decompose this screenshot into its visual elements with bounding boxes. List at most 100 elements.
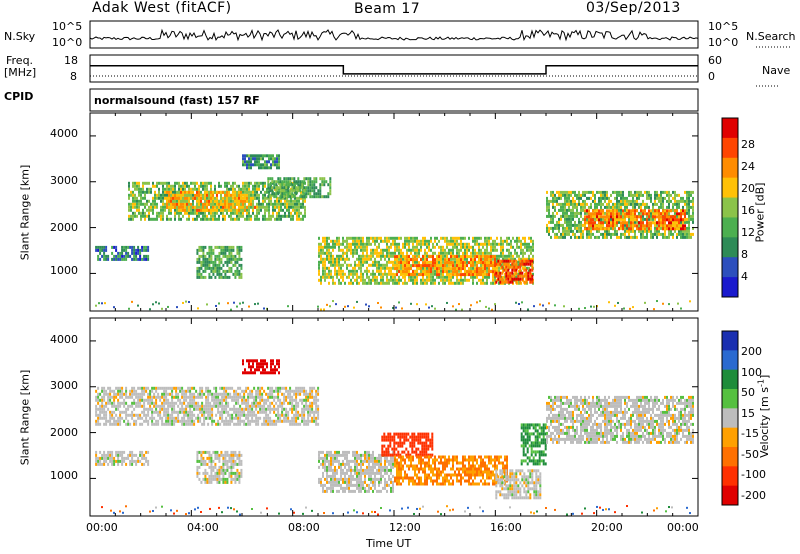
- power-cell: [334, 257, 336, 261]
- velocity-cell: [165, 413, 168, 417]
- velocity-cell: [117, 386, 120, 390]
- power-cell: [128, 193, 130, 197]
- power-cell: [364, 278, 366, 282]
- power-cell: [248, 217, 250, 221]
- power-cell: [594, 199, 596, 203]
- power-cell: [412, 278, 414, 282]
- power-cell: [264, 160, 266, 164]
- power-cell: [566, 214, 568, 218]
- power-cell: [600, 193, 602, 197]
- velocity-cell: [119, 401, 122, 405]
- power-cell: [198, 245, 201, 249]
- power-cell: [470, 245, 472, 249]
- power-cell: [548, 226, 550, 230]
- power-cell: [604, 193, 606, 197]
- power-cell: [566, 199, 568, 203]
- power-cell: [318, 251, 320, 255]
- power-cell: [628, 212, 630, 216]
- power-cell: [394, 258, 396, 262]
- power-cell: [454, 236, 456, 240]
- power-cell: [150, 205, 152, 209]
- power-cell: [200, 266, 203, 270]
- velocity-cell: [191, 416, 194, 420]
- power-cell: [530, 245, 532, 249]
- power-cell: [680, 215, 682, 219]
- power-cell: [590, 229, 592, 233]
- power-cell: [152, 208, 154, 212]
- power-cell: [162, 181, 164, 185]
- power-cell: [446, 278, 448, 282]
- power-cell: [478, 242, 480, 246]
- velocity-cell: [187, 401, 190, 405]
- power-cell: [514, 251, 516, 255]
- velocity-cell: [211, 416, 214, 420]
- power-cell: [462, 273, 464, 277]
- velocity-cell: [215, 398, 218, 402]
- power-cell: [442, 245, 444, 249]
- power-cell: [280, 217, 282, 221]
- power-cell: [444, 251, 446, 255]
- power-cell: [348, 245, 350, 249]
- power-cell: [216, 211, 218, 215]
- power-cell: [404, 239, 406, 243]
- power-cell: [484, 248, 486, 252]
- power-cell: [168, 187, 170, 191]
- power-cell: [454, 255, 456, 259]
- power-cell: [608, 224, 610, 228]
- power-cell: [566, 208, 568, 212]
- power-cell: [426, 270, 428, 274]
- power-cell: [362, 245, 364, 249]
- power-cell: [302, 202, 304, 206]
- power-cell: [650, 235, 652, 239]
- power-cell: [688, 223, 690, 227]
- power-cell: [276, 205, 278, 209]
- power-cell: [338, 254, 340, 258]
- velocity-cell: [209, 407, 212, 411]
- velocity-cell: [149, 395, 152, 399]
- velocity-cell: [179, 401, 182, 405]
- power-cell: [422, 242, 424, 246]
- power-cell: [662, 199, 664, 203]
- power-cell: [212, 214, 214, 218]
- power-cell: [548, 214, 550, 218]
- power-cell: [486, 251, 488, 255]
- power-cell: [254, 190, 256, 194]
- power-cell: [256, 211, 258, 215]
- velocity-cell: [119, 422, 122, 426]
- power-cell: [354, 269, 356, 273]
- power-cell: [564, 229, 566, 233]
- velocity-cell: [183, 407, 186, 411]
- power-cell: [162, 196, 164, 200]
- power-cell: [546, 205, 548, 209]
- power-cell: [418, 251, 420, 255]
- power-cell: [448, 275, 450, 279]
- power-cell: [660, 232, 662, 236]
- power-cell: [220, 257, 223, 261]
- power-cell: [184, 193, 186, 197]
- power-cell: [584, 218, 586, 222]
- power-cell: [234, 190, 236, 194]
- power-cell: [132, 184, 134, 188]
- power-cell: [137, 257, 140, 261]
- power-cell: [398, 245, 400, 249]
- power-cell: [522, 257, 524, 261]
- velocity-cell: [179, 410, 182, 414]
- power-cell: [281, 192, 284, 196]
- power-cell: [486, 255, 488, 259]
- power-cell: [676, 202, 678, 206]
- power-cell: [204, 257, 207, 261]
- velocity-cell: [199, 410, 202, 414]
- power-cell: [236, 199, 238, 203]
- power-cell: [128, 208, 130, 212]
- velocity-cell: [175, 395, 178, 399]
- power-cell: [222, 269, 225, 273]
- power-cell: [304, 199, 306, 203]
- velocity-cell: [205, 395, 208, 399]
- power-cell: [486, 269, 488, 273]
- power-cell: [270, 154, 272, 158]
- power-cell: [276, 196, 278, 200]
- power-cell: [480, 236, 482, 240]
- power-cell: [129, 245, 132, 249]
- velocity-cell: [133, 419, 136, 423]
- power-cell: [412, 281, 414, 285]
